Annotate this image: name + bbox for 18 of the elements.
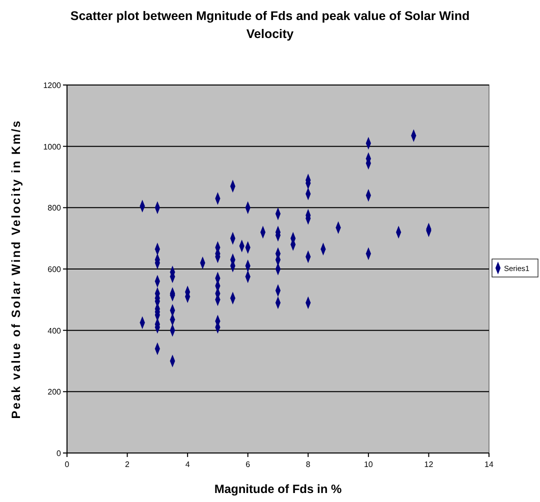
x-tick-label: 6	[246, 460, 251, 469]
y-tick-label: 1200	[43, 81, 62, 90]
y-tick-label: 1000	[43, 142, 62, 152]
x-tick-label: 14	[484, 460, 494, 469]
y-tick-label: 400	[48, 326, 62, 336]
y-axis-title: Peak value of Solar Wind Velocity in Km/s	[9, 119, 23, 419]
x-tick-label: 2	[125, 460, 130, 469]
y-tick-label: 200	[48, 388, 62, 397]
y-tick-label: 0	[56, 449, 62, 458]
x-tick-label: 0	[64, 460, 70, 469]
x-tick-label: 10	[364, 460, 374, 469]
chart-title: Scatter plot between Mgnitude of Fds and peak value of Solar Wind Velocity	[70, 9, 470, 41]
x-axis-title: Magnitude of Fds in %	[214, 482, 342, 496]
x-tick-label: 12	[424, 460, 434, 469]
x-tick-label: 4	[185, 460, 190, 469]
x-tick-label: 8	[306, 460, 311, 469]
y-tick-label: 600	[48, 265, 62, 274]
y-tick-label: 800	[48, 204, 62, 213]
